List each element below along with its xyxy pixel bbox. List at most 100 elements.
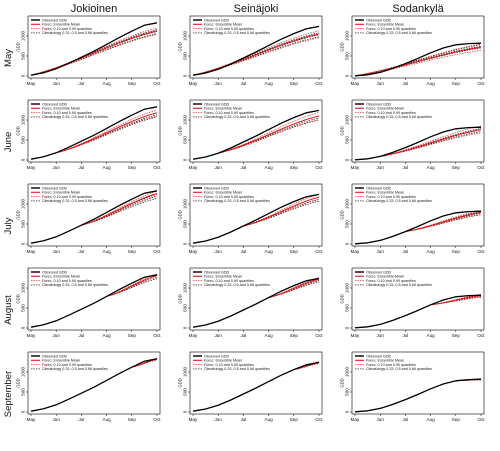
x-tick-label: Jun	[52, 333, 60, 338]
y-tick-label: 500	[21, 52, 26, 60]
x-tick-label: Sep	[128, 417, 137, 422]
x-tick-label: Oct	[153, 81, 161, 86]
x-tick-label: Jun	[214, 249, 222, 254]
y-tick-label: 0	[183, 410, 188, 413]
x-tick-label: Oct	[315, 165, 323, 170]
x-tick-label: Sep	[128, 249, 137, 254]
forecast-mean-line	[380, 129, 482, 157]
y-axis-label: GDD	[340, 42, 345, 51]
x-tick-label: Jun	[376, 165, 384, 170]
x-tick-label: May	[351, 249, 360, 254]
forecast-quantile-line-2	[380, 125, 482, 157]
y-axis-label: GDD	[340, 378, 345, 387]
y-tick-label: 500	[183, 304, 188, 312]
y-tick-label: 1000	[345, 114, 350, 125]
forecast-quantile-line-2	[218, 112, 320, 154]
x-tick-label: Jul	[240, 417, 246, 422]
y-tick-label: 0	[345, 242, 350, 245]
y-tick-label: 500	[345, 220, 350, 228]
y-tick-label: 500	[21, 136, 26, 144]
y-tick-label: 1000	[345, 30, 350, 41]
y-axis-label: GDD	[178, 294, 183, 303]
y-tick-label: 1000	[21, 366, 26, 377]
legend-label-observed: Observed GDD	[366, 102, 392, 106]
column-title-jokioinen: Jokioinen	[71, 3, 117, 15]
panel-frame	[189, 351, 323, 415]
legend-label-quantile: Forec. 0.10 and 0.90 quantiles	[204, 111, 254, 115]
x-tick-label: Jun	[376, 417, 384, 422]
y-axis-label: GDD	[178, 42, 183, 51]
y-tick-label: 1000	[21, 114, 26, 125]
x-tick-label: Jul	[78, 333, 84, 338]
forecast-mean-line	[268, 278, 320, 299]
x-tick-label: Oct	[153, 165, 161, 170]
row-title-july: July	[3, 217, 14, 234]
row-title-june: June	[3, 132, 14, 153]
x-tick-label: Aug	[103, 249, 112, 254]
legend-label-climatology: Climatology 0.33, 0.5 and 0.66 quantiles	[42, 31, 108, 35]
y-tick-label: 0	[345, 158, 350, 161]
x-tick-label: Oct	[477, 165, 485, 170]
legend-label-climatology: Climatology 0.33, 0.5 and 0.66 quantiles	[42, 367, 108, 371]
y-tick-label: 500	[345, 52, 350, 60]
forecast-mean-line	[354, 46, 482, 77]
x-tick-label: May	[189, 249, 198, 254]
y-axis-label: GDD	[16, 42, 21, 51]
y-tick-label: 1000	[183, 198, 188, 209]
legend-label-quantile: Forec. 0.10 and 0.90 quantiles	[204, 27, 254, 31]
legend-label-observed: Observed GDD	[366, 354, 392, 358]
y-axis-label: GDD	[340, 210, 345, 219]
legend-label-mean: Forec. Ensemble Mean	[366, 107, 404, 111]
legend-label-observed: Observed GDD	[42, 18, 68, 22]
x-tick-label: Oct	[477, 333, 485, 338]
forecast-mean-line	[218, 115, 320, 154]
x-tick-label: Aug	[103, 417, 112, 422]
forecast-mean-line	[405, 211, 482, 233]
x-tick-label: Aug	[427, 333, 436, 338]
legend-label-observed: Observed GDD	[204, 270, 230, 274]
x-tick-label: Sep	[290, 165, 299, 170]
x-tick-label: Oct	[315, 417, 323, 422]
legend-label-observed: Observed GDD	[366, 186, 392, 190]
forecast-mean-line	[243, 196, 320, 227]
y-tick-label: 1000	[345, 198, 350, 209]
climatology-line-0	[293, 363, 320, 370]
x-tick-label: Aug	[103, 81, 112, 86]
y-axis-label: GDD	[340, 126, 345, 135]
x-tick-label: Jun	[376, 333, 384, 338]
x-tick-label: Jun	[52, 249, 60, 254]
y-tick-label: 0	[183, 326, 188, 329]
y-tick-label: 500	[183, 136, 188, 144]
forecast-mean-line	[30, 30, 158, 76]
x-tick-label: Oct	[477, 249, 485, 254]
y-tick-label: 500	[183, 52, 188, 60]
y-tick-label: 500	[21, 388, 26, 396]
forecast-mean-line	[106, 275, 158, 297]
panel-frame	[27, 99, 161, 163]
legend-label-observed: Observed GDD	[42, 186, 68, 190]
column-title-sodankyla: Sodankylä	[392, 3, 444, 15]
x-tick-label: Jul	[402, 333, 408, 338]
legend-label-mean: Forec. Ensemble Mean	[366, 359, 404, 363]
observed-line	[192, 361, 320, 412]
panel-frame	[351, 99, 485, 163]
x-tick-label: Jul	[240, 165, 246, 170]
x-tick-label: Aug	[265, 417, 274, 422]
legend-label-climatology: Climatology 0.33, 0.5 and 0.66 quantiles	[366, 31, 432, 35]
legend-label-observed: Observed GDD	[204, 18, 230, 22]
observed-line	[30, 106, 158, 160]
climatology-line-1	[218, 117, 320, 154]
panel-frame	[351, 15, 485, 79]
x-tick-label: Jun	[214, 333, 222, 338]
legend-label-climatology: Climatology 0.33, 0.5 and 0.66 quantiles	[366, 367, 432, 371]
